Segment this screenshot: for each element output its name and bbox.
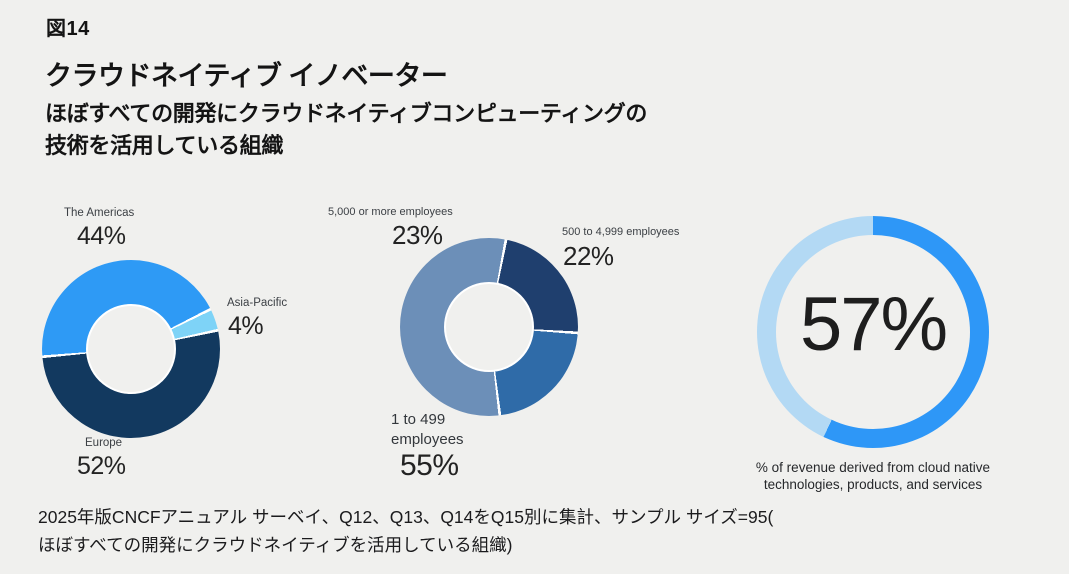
revenue-gauge-ring [757,216,989,448]
value-the-americas: 44% [77,222,126,250]
regions-donut-hole [86,304,176,394]
figure-subtitle-line2: 技術を活用している組織 [45,133,284,158]
figure-title: クラウドネイティブ イノベーター [45,61,448,91]
value-500-to-4999-employees: 22% [563,241,614,271]
company-size-donut-chart [400,238,578,416]
regions-donut-chart [42,260,220,438]
label-5000-or-more-employees: 5,000 or more employees [328,206,453,218]
source-footnote-line2: ほぼすべての開発にクラウドネイティブを活用している組織) [38,535,513,555]
source-footnote: 2025年版CNCFアニュアル サーベイ、Q12、Q13、Q14をQ15別に集計… [38,503,773,559]
label-europe: Europe [85,437,123,449]
label-500-to-4999-employees: 500 to 4,999 employees [562,226,680,238]
revenue-gauge-hole [776,235,970,429]
label-1-to-499-employees: 1 to 499 employees [391,411,464,448]
label-asia-pacific: Asia-Pacific [227,297,288,309]
figure-number: 図14 [46,18,90,40]
label-the-americas: The Americas [64,207,135,219]
value-asia-pacific: 4% [228,312,264,340]
revenue-gauge-center-value: 57% [799,282,948,367]
revenue-gauge-caption: % of revenue derived from cloud native t… [755,460,991,492]
figure-subtitle-line1: ほぼすべての開発にクラウドネイティブコンピューティングの [45,101,648,126]
company-size-donut-hole [444,282,534,372]
value-1-to-499-employees: 55% [400,449,459,482]
value-europe: 52% [77,452,126,480]
value-5000-or-more-employees: 23% [392,220,443,250]
source-footnote-line1: 2025年版CNCFアニュアル サーベイ、Q12、Q13、Q14をQ15別に集計… [38,507,774,527]
figure-subtitle: ほぼすべての開発にクラウドネイティブコンピューティングの 技術を活用している組織 [45,98,647,162]
